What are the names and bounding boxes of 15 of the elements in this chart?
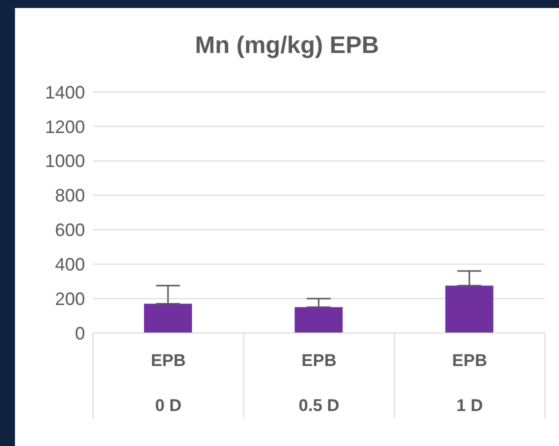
y-tick-label: 600 bbox=[54, 220, 85, 240]
y-tick-label: 1000 bbox=[44, 151, 85, 172]
y-tick-label: 1200 bbox=[44, 116, 85, 137]
y-tick-label: 800 bbox=[54, 186, 85, 206]
chart-title: Mn (mg/kg) EPB bbox=[194, 32, 380, 60]
y-tick-label: 200 bbox=[54, 288, 85, 309]
category-label: EPB 1 D bbox=[452, 351, 488, 415]
y-tick-label: 400 bbox=[54, 254, 85, 275]
category-label: EPB 0 D bbox=[150, 351, 186, 415]
bar bbox=[294, 307, 343, 333]
y-tick-label: 0 bbox=[74, 323, 85, 344]
bar bbox=[144, 304, 192, 333]
bar bbox=[445, 286, 494, 333]
category-label: EPB 0.5 D bbox=[298, 351, 340, 415]
y-tick-label: 1400 bbox=[44, 82, 85, 102]
